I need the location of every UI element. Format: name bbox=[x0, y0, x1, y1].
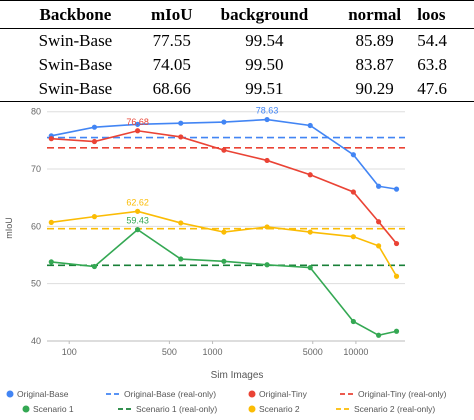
header-cell: background bbox=[192, 0, 337, 29]
table-cell: 47.6 bbox=[417, 79, 447, 98]
y-axis-title: mIoU bbox=[4, 217, 14, 239]
y-tick-label: 60 bbox=[31, 221, 41, 231]
x-tick-label: 10000 bbox=[343, 347, 368, 357]
table-row: Swin-Base 77.55 99.54 85.89 54.4 bbox=[0, 29, 474, 54]
legend-label: Original-Tiny bbox=[259, 389, 308, 399]
data-point bbox=[91, 263, 98, 270]
table-cell: 54.4 bbox=[417, 31, 447, 50]
data-point bbox=[350, 318, 356, 325]
data-label: 59.43 bbox=[126, 216, 149, 226]
y-tick-label: 50 bbox=[31, 279, 41, 289]
data-point bbox=[48, 259, 54, 265]
table-body: Swin-Base 77.55 99.54 85.89 54.4 Swin-Base 74.… bbox=[0, 29, 474, 102]
table-cell: 99.51 bbox=[245, 79, 284, 98]
legend-label: Scenario 1 (real-only) bbox=[136, 404, 217, 414]
x-tick-label: 5000 bbox=[303, 347, 323, 357]
data-point bbox=[376, 183, 382, 189]
legend-label: Original-Base bbox=[17, 389, 69, 399]
data-point bbox=[135, 128, 141, 134]
data-point bbox=[135, 227, 141, 233]
series-line bbox=[51, 118, 397, 190]
data-point bbox=[48, 136, 54, 142]
data-point bbox=[393, 186, 400, 192]
data-point bbox=[178, 256, 184, 262]
y-tick-label: 70 bbox=[31, 164, 41, 174]
data-point bbox=[221, 258, 227, 264]
data-point bbox=[393, 328, 400, 334]
data-label: 76.68 bbox=[126, 117, 149, 127]
legend-label: Scenario 2 bbox=[259, 404, 300, 414]
header-cell: mIoU bbox=[150, 0, 193, 29]
data-point bbox=[350, 234, 356, 240]
data-point bbox=[178, 220, 184, 226]
legend-label: Original-Tiny (real-only) bbox=[358, 389, 447, 399]
table-cell: Swin-Base bbox=[38, 79, 113, 98]
table-row: Swin-Base 74.05 99.50 83.87 63.8 bbox=[0, 53, 474, 77]
y-tick-label: 40 bbox=[31, 336, 41, 346]
legend-label: Original-Base (real-only) bbox=[124, 389, 216, 399]
legend-label: Scenario 1 bbox=[33, 404, 74, 414]
data-point bbox=[307, 229, 313, 235]
x-tick-label: 500 bbox=[162, 347, 177, 357]
data-point bbox=[307, 122, 313, 129]
data-point bbox=[264, 157, 270, 164]
data-point bbox=[376, 332, 382, 338]
series-line bbox=[51, 210, 398, 277]
series-line bbox=[51, 129, 398, 245]
data-point bbox=[350, 152, 356, 158]
table-cell: 99.54 bbox=[245, 31, 284, 50]
table-cell: 83.87 bbox=[355, 55, 394, 74]
data-label: 78.63 bbox=[256, 106, 279, 116]
x-axis-title: Sim Images bbox=[211, 370, 264, 381]
data-point bbox=[264, 224, 270, 230]
legend-marker bbox=[248, 405, 256, 413]
data-point bbox=[393, 273, 400, 279]
header-cell: Backbone bbox=[0, 0, 151, 29]
table-cell: 68.66 bbox=[152, 79, 191, 98]
data-point bbox=[178, 134, 184, 140]
table-cell: 99.50 bbox=[245, 55, 284, 74]
table-cell: Swin-Base bbox=[38, 31, 113, 50]
data-point bbox=[350, 189, 356, 195]
data-point bbox=[135, 121, 141, 127]
table-cell: 90.29 bbox=[355, 79, 394, 98]
data-point bbox=[91, 214, 98, 220]
header-row: Backbone mIoU background normal loos bbox=[0, 0, 474, 29]
table-cell: 85.89 bbox=[355, 31, 394, 50]
data-point bbox=[376, 243, 382, 249]
data-point bbox=[178, 120, 184, 126]
header-cell: normal bbox=[336, 0, 414, 29]
data-point bbox=[393, 240, 400, 247]
x-tick-label: 1000 bbox=[203, 347, 223, 357]
data-point bbox=[91, 138, 98, 145]
data-point bbox=[376, 219, 382, 225]
data-point bbox=[91, 124, 98, 130]
data-point bbox=[221, 229, 227, 235]
table-cell: 77.55 bbox=[152, 31, 191, 50]
data-point bbox=[221, 119, 227, 125]
legend-marker bbox=[6, 390, 14, 398]
legend-label: Scenario 2 (real-only) bbox=[354, 404, 435, 414]
table-cell: Swin-Base bbox=[38, 55, 113, 74]
table-cell: 74.05 bbox=[152, 55, 191, 74]
table-cell: 63.8 bbox=[417, 55, 447, 74]
x-tick-label: 100 bbox=[62, 347, 77, 357]
legend-marker bbox=[248, 390, 256, 398]
header-cell: loos bbox=[413, 0, 474, 29]
series-line bbox=[51, 228, 397, 337]
data-point bbox=[221, 147, 227, 153]
legend-marker bbox=[22, 405, 30, 413]
data-point bbox=[307, 265, 313, 271]
table-row: Swin-Base 68.66 99.51 90.29 47.6 bbox=[0, 77, 474, 102]
data-label: 62.62 bbox=[126, 197, 149, 207]
data-point bbox=[307, 172, 313, 178]
results-table: Backbone mIoU background normal loos Swi… bbox=[0, 0, 474, 102]
data-point bbox=[264, 116, 270, 123]
data-point bbox=[264, 262, 270, 268]
data-point bbox=[135, 208, 141, 214]
y-tick-label: 80 bbox=[31, 107, 41, 117]
data-point bbox=[48, 219, 54, 225]
